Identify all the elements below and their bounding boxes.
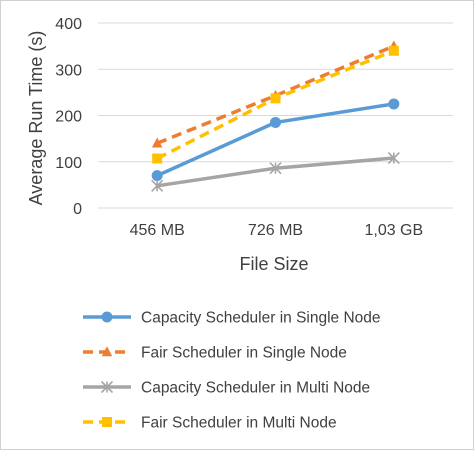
y-tick-label: 300 [55,62,82,79]
legend: Capacity Scheduler in Single Node Fair Sc… [83,310,381,432]
legend-label: Fair Scheduler in Single Node [141,345,347,362]
x-axis-ticks: 456 MB 726 MB 1,03 GB [130,222,424,239]
legend-label: Capacity Scheduler in Single Node [141,310,381,327]
y-axis-ticks: 0 100 200 300 400 [55,16,82,218]
legend-item: Capacity Scheduler in Multi Node [83,380,370,397]
data-point [152,153,163,164]
data-point [387,151,400,165]
legend-marker [101,311,113,323]
legend-label: Fair Scheduler in Multi Node [141,415,337,432]
y-tick-label: 200 [55,109,82,126]
x-tick-label: 726 MB [248,222,303,239]
legend-item: Capacity Scheduler in Single Node [83,310,381,327]
data-point [269,162,282,175]
gridlines [98,22,453,209]
series-lines [151,40,400,192]
y-tick-label: 0 [73,201,82,218]
y-axis-title: Average Run Time (s) [26,31,46,206]
legend-marker [101,346,113,357]
series-4 [152,45,399,164]
data-point [270,93,281,104]
series-line [156,49,395,161]
x-tick-label: 1,03 GB [364,222,423,239]
y-tick-label: 100 [55,155,82,172]
data-point [388,98,400,110]
legend-item: Fair Scheduler in Single Node [83,345,347,362]
legend-marker [100,380,114,394]
data-point [151,137,163,148]
y-tick-label: 400 [55,16,82,33]
series-3 [151,151,400,192]
data-point [388,45,399,56]
legend-marker [102,417,112,427]
series-1 [151,98,400,182]
x-axis-title: File Size [239,254,308,274]
data-point [270,116,281,128]
series-line [156,44,395,145]
data-point [151,170,163,182]
data-point [151,179,164,192]
x-tick-label: 456 MB [130,222,185,239]
legend-label: Capacity Scheduler in Multi Node [141,380,370,397]
legend-item: Fair Scheduler in Multi Node [83,415,337,432]
